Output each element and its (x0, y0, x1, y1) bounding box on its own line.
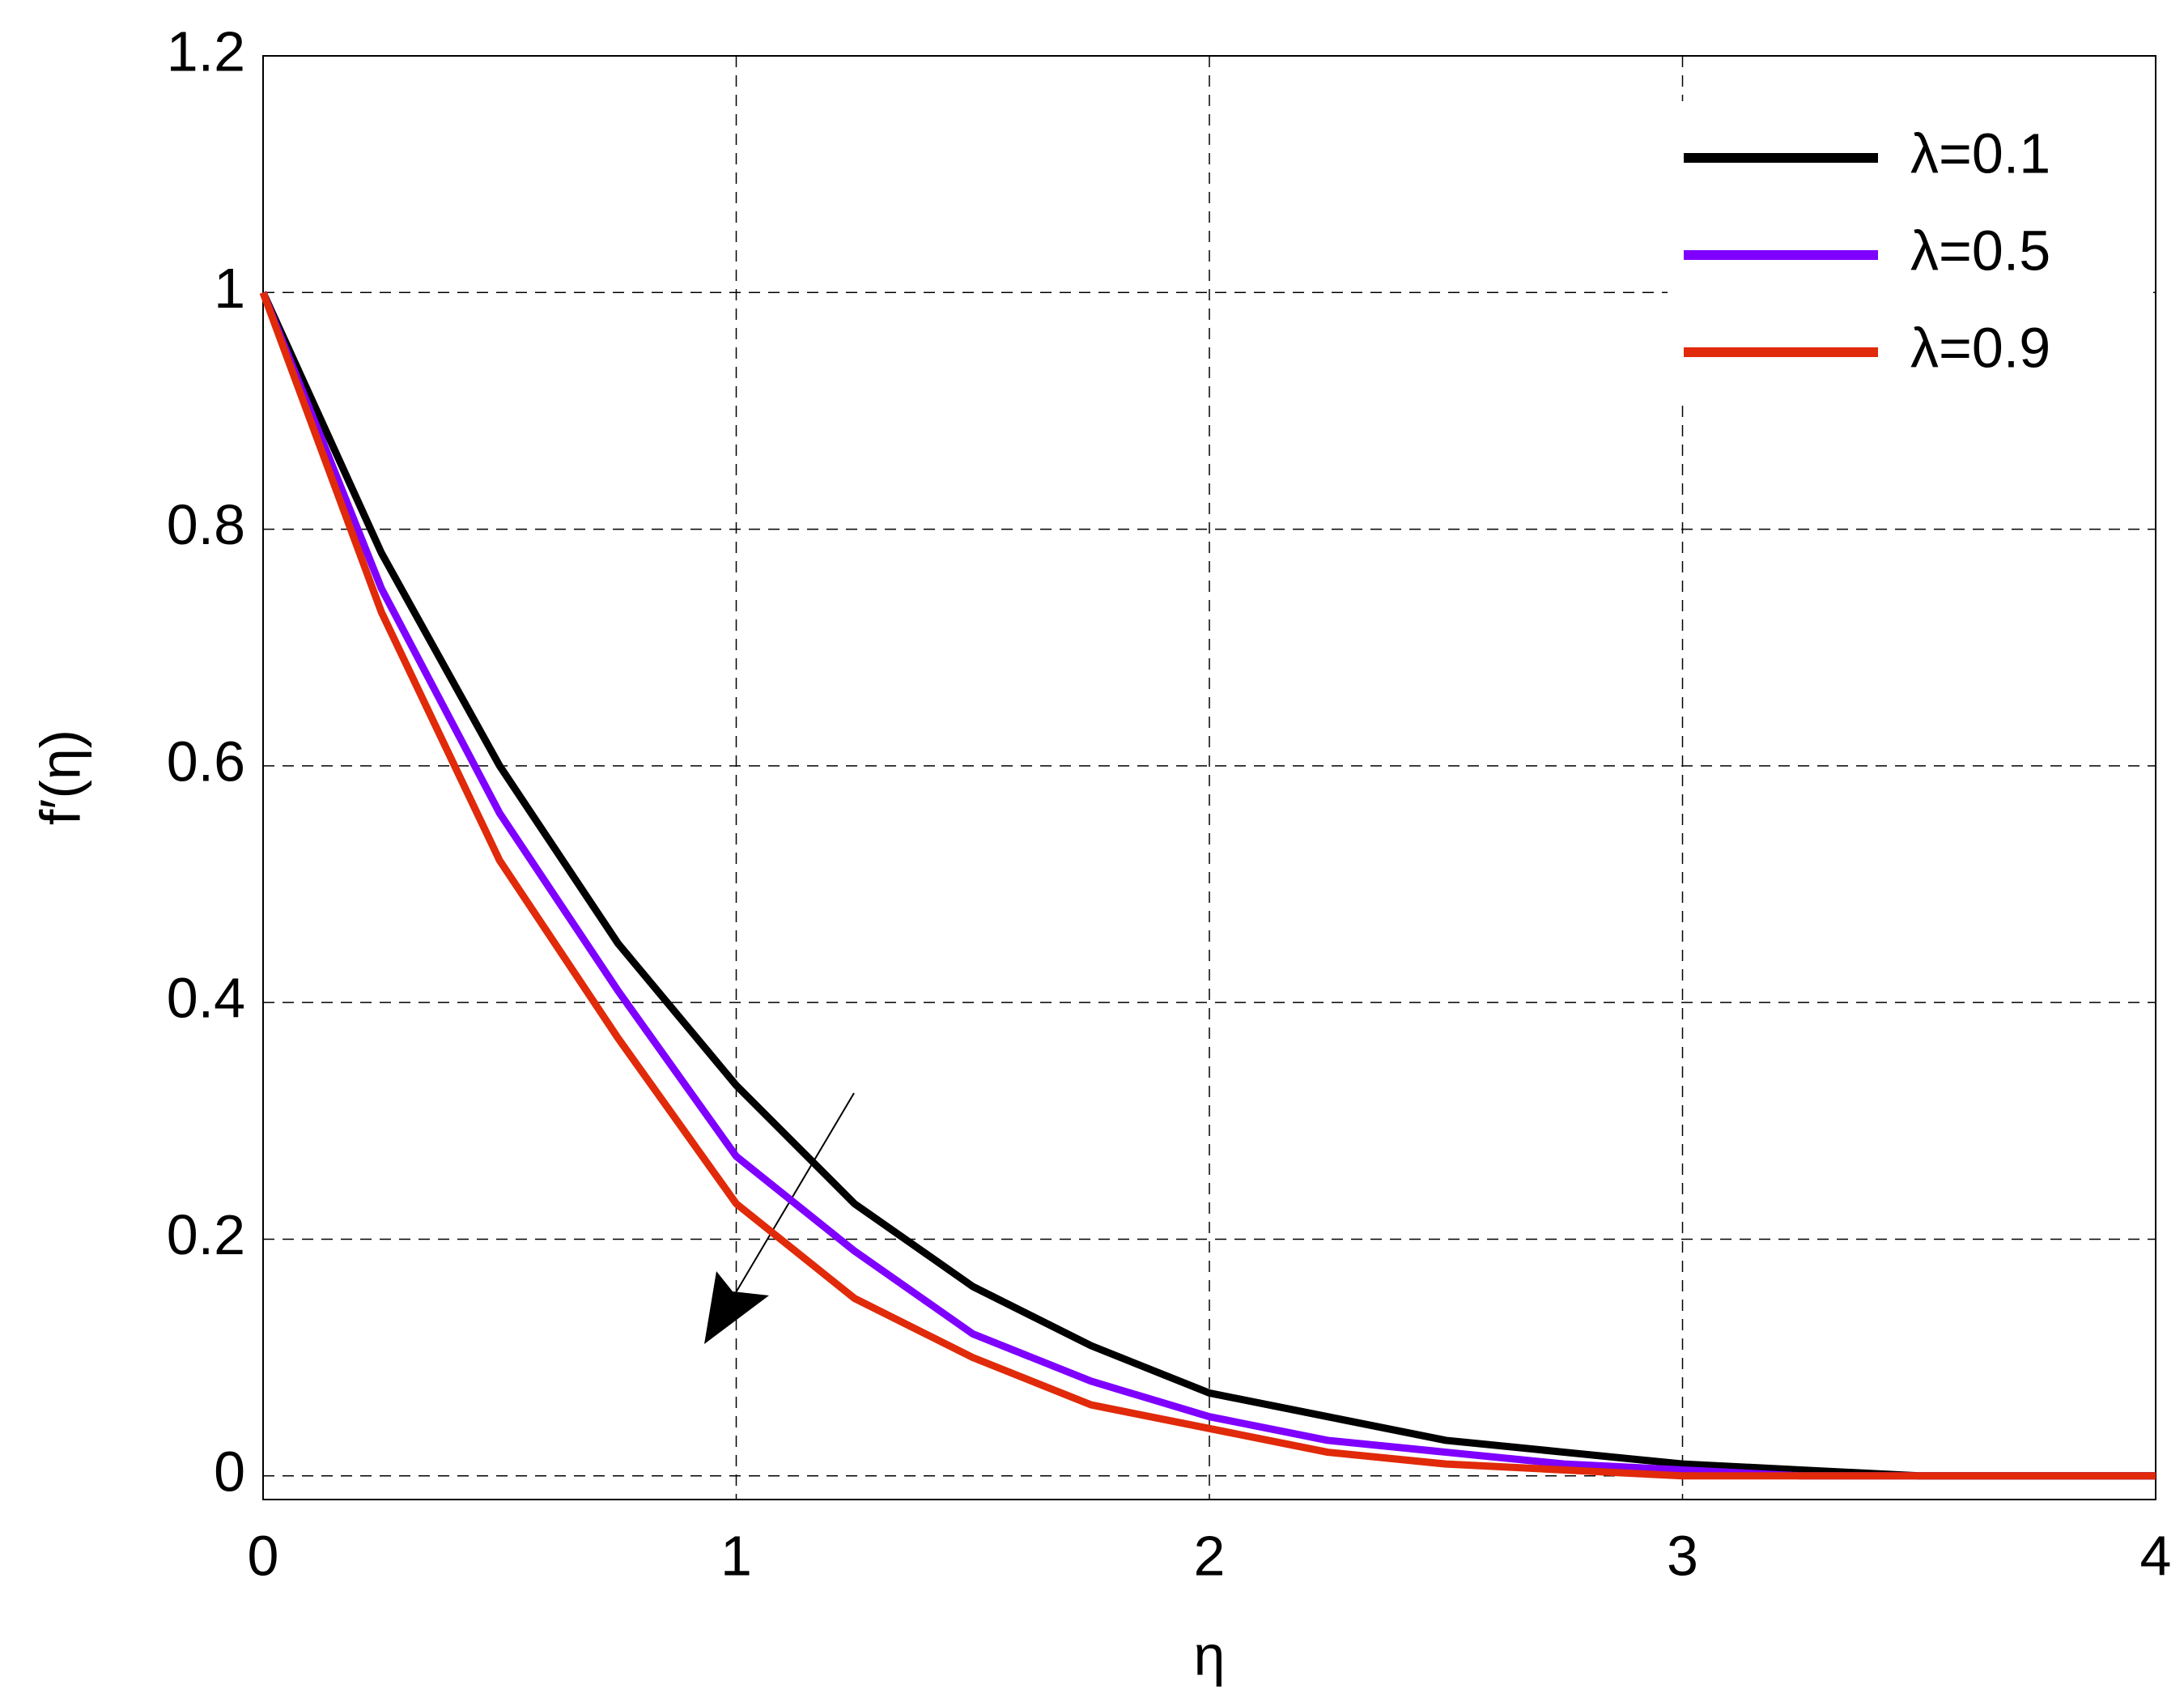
x-tick-label: 4 (2140, 1524, 2172, 1587)
y-tick-label: 0 (214, 1440, 245, 1503)
y-tick-label: 1 (214, 257, 245, 320)
x-tick-label: 1 (720, 1524, 752, 1587)
x-tick-label: 0 (248, 1524, 279, 1587)
data-line (259, 291, 2156, 1480)
x-axis-label: η (1194, 1623, 1226, 1687)
y-tick-label: 0.6 (167, 730, 245, 793)
y-tick-label: 0.8 (167, 493, 245, 556)
y-tick-label: 1.2 (167, 19, 245, 83)
y-tick-label: 0.2 (167, 1203, 245, 1266)
legend-label: λ=0.1 (1910, 121, 2050, 185)
x-tick-label: 3 (1667, 1524, 1698, 1587)
y-axis-label: f′(η) (28, 730, 91, 825)
x-tick-label: 2 (1194, 1524, 1226, 1587)
data-line (259, 291, 2156, 1480)
y-tick-label: 0.4 (167, 967, 245, 1030)
legend-label: λ=0.5 (1910, 219, 2050, 282)
legend-label: λ=0.9 (1910, 316, 2050, 379)
